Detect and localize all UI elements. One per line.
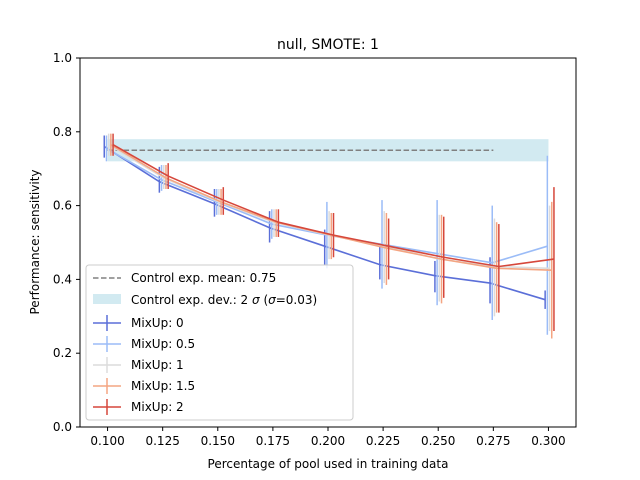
x-tick-label: 0.150 [201,434,235,448]
x-tick-label: 0.275 [476,434,510,448]
legend-label: MixUp: 1 [131,358,184,372]
legend: Control exp. mean: 0.75 Control exp. dev… [85,264,354,421]
x-axis: 0.100 0.125 0.150 0.175 0.200 0.225 0.250 0.275… [90,427,566,448]
legend-label: MixUp: 0.5 [131,337,195,351]
y-axis-label: Performance: sensitivity [28,169,42,314]
x-tick-label: 0.225 [366,434,400,448]
legend-entry-series-3: MixUp: 1.5 [93,378,195,394]
y-tick-label: 0.2 [53,346,72,360]
legend-entry-series-4: MixUp: 2 [93,399,184,415]
x-tick-label: 0.100 [90,434,124,448]
x-tick-label: 0.300 [531,434,565,448]
x-tick-label: 0.175 [256,434,290,448]
x-axis-label: Percentage of pool used in training data [208,457,449,471]
y-tick-label: 0.8 [53,125,72,139]
legend-label: MixUp: 0 [131,316,184,330]
chart-title: null, SMOTE: 1 [277,37,379,53]
plot-area [79,57,577,428]
legend-frame [85,264,354,421]
y-axis: 0.0 0.2 0.4 0.6 0.8 1.0 [53,51,80,434]
legend-entry-control-band: Control exp. dev.: 2 σ (σ=0.03) [93,293,317,307]
legend-label-control-mean: Control exp. mean: 0.75 [131,271,276,285]
series-4 [112,133,555,332]
legend-entry-series-0: MixUp: 0 [93,315,184,331]
legend-entry-series-2: MixUp: 1 [93,357,184,373]
legend-swatch-control-band [93,294,121,304]
legend-label: MixUp: 2 [131,400,184,414]
legend-entry-series-1: MixUp: 0.5 [93,336,195,352]
y-tick-label: 0.4 [53,272,72,286]
y-tick-label: 1.0 [53,51,72,65]
x-tick-label: 0.250 [421,434,455,448]
legend-label: MixUp: 1.5 [131,379,195,393]
y-tick-label: 0.0 [53,420,72,434]
x-tick-label: 0.125 [145,434,179,448]
legend-label-control-band: Control exp. dev.: 2 σ (σ=0.03) [131,293,317,307]
legend-series: MixUp: 0 MixUp: 0.5 MixUp: 1 MixUp: 1.5 MixU… [93,315,195,415]
x-tick-label: 0.200 [311,434,345,448]
y-tick-label: 0.6 [53,199,72,213]
legend-entry-control-mean: Control exp. mean: 0.75 [93,271,276,285]
